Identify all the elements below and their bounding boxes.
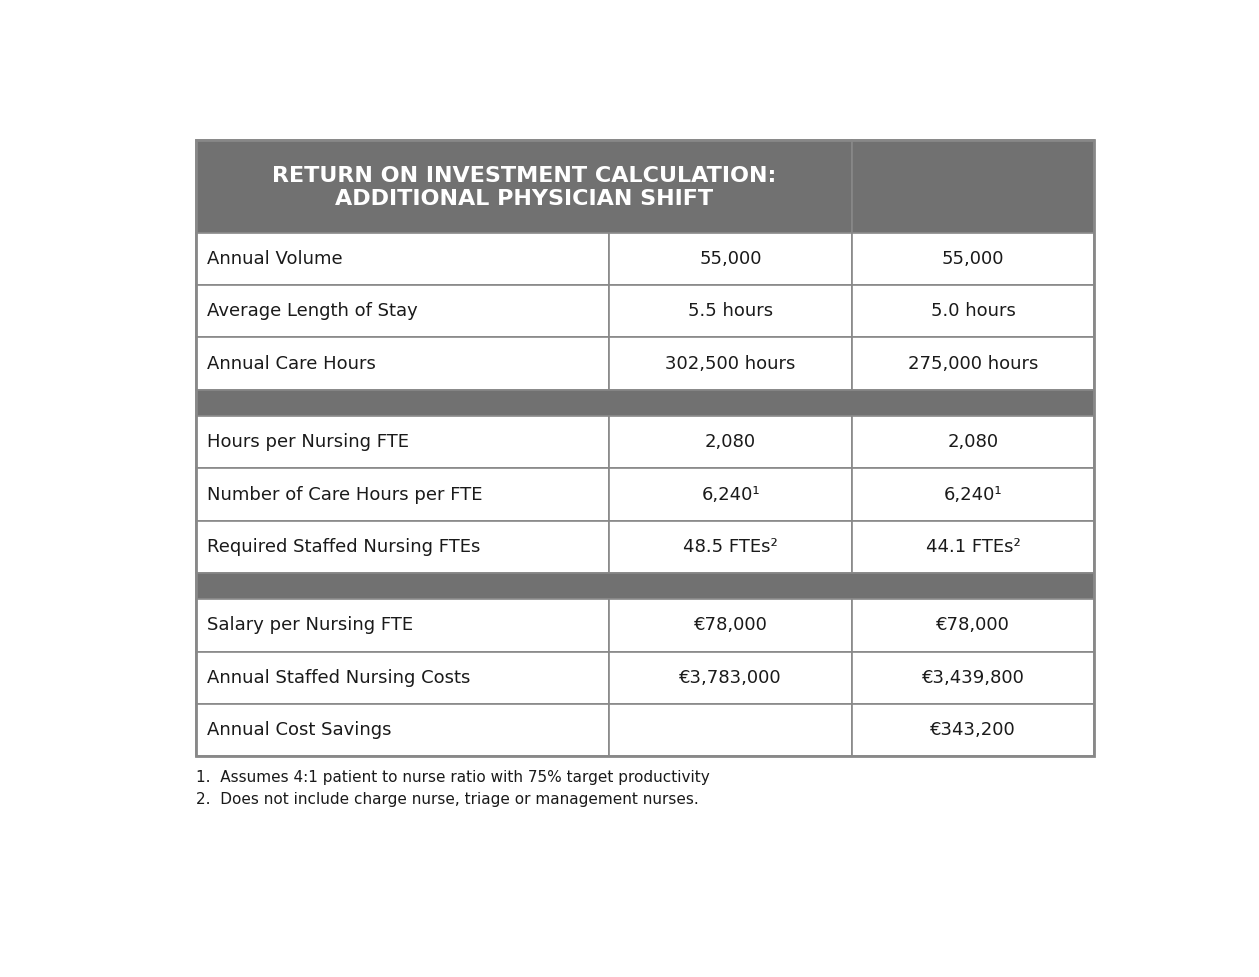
Bar xyxy=(609,599,852,652)
Bar xyxy=(852,704,1094,756)
Text: Salary per Nursing FTE: Salary per Nursing FTE xyxy=(206,616,413,634)
Text: €3,783,000: €3,783,000 xyxy=(680,669,782,687)
Text: 275,000 hours: 275,000 hours xyxy=(908,355,1039,372)
Text: 6,240¹: 6,240¹ xyxy=(701,486,760,503)
Text: 55,000: 55,000 xyxy=(942,250,1005,268)
Bar xyxy=(609,704,852,756)
Bar xyxy=(196,599,609,652)
Bar xyxy=(852,285,1094,337)
Text: 2.  Does not include charge nurse, triage or management nurses.: 2. Does not include charge nurse, triage… xyxy=(196,791,699,807)
Text: €3,439,800: €3,439,800 xyxy=(922,669,1025,687)
Text: €78,000: €78,000 xyxy=(937,616,1010,634)
Bar xyxy=(609,233,852,285)
Text: 6,240¹: 6,240¹ xyxy=(944,486,1002,503)
Text: 55,000: 55,000 xyxy=(699,250,762,268)
Text: Annual Volume: Annual Volume xyxy=(206,250,342,268)
Bar xyxy=(196,468,609,521)
Text: 48.5 FTEs²: 48.5 FTEs² xyxy=(684,538,778,556)
Text: 2,080: 2,080 xyxy=(705,433,757,451)
Text: Average Length of Stay: Average Length of Stay xyxy=(206,302,418,320)
Text: 5.0 hours: 5.0 hours xyxy=(930,302,1016,320)
Bar xyxy=(196,573,1094,599)
Text: 1.  Assumes 4:1 patient to nurse ratio with 75% target productivity: 1. Assumes 4:1 patient to nurse ratio wi… xyxy=(196,770,710,786)
Bar xyxy=(609,652,852,704)
Bar xyxy=(196,704,609,756)
Bar xyxy=(196,390,1094,416)
Bar xyxy=(852,652,1094,704)
Bar xyxy=(196,652,609,704)
Bar xyxy=(852,337,1094,390)
Bar xyxy=(196,233,609,285)
Bar xyxy=(196,285,609,337)
Bar xyxy=(196,416,609,468)
Text: 44.1 FTEs²: 44.1 FTEs² xyxy=(925,538,1021,556)
Text: €78,000: €78,000 xyxy=(694,616,768,634)
Bar xyxy=(609,285,852,337)
Text: €343,200: €343,200 xyxy=(930,721,1016,740)
Bar xyxy=(196,141,852,233)
Bar xyxy=(196,141,1094,756)
Text: ADDITIONAL PHYSICIAN SHIFT: ADDITIONAL PHYSICIAN SHIFT xyxy=(335,190,713,209)
Bar xyxy=(609,337,852,390)
Bar xyxy=(852,416,1094,468)
Text: 2,080: 2,080 xyxy=(948,433,998,451)
Text: RETURN ON INVESTMENT CALCULATION:: RETURN ON INVESTMENT CALCULATION: xyxy=(272,166,776,187)
Bar xyxy=(852,599,1094,652)
Text: Number of Care Hours per FTE: Number of Care Hours per FTE xyxy=(206,486,482,503)
Text: Required Staffed Nursing FTEs: Required Staffed Nursing FTEs xyxy=(206,538,481,556)
Bar xyxy=(609,468,852,521)
Bar xyxy=(609,521,852,573)
Text: Annual Staffed Nursing Costs: Annual Staffed Nursing Costs xyxy=(206,669,471,687)
Bar xyxy=(852,233,1094,285)
Text: 302,500 hours: 302,500 hours xyxy=(665,355,796,372)
Bar xyxy=(609,416,852,468)
Bar xyxy=(196,521,609,573)
Text: Hours per Nursing FTE: Hours per Nursing FTE xyxy=(206,433,409,451)
Bar xyxy=(852,521,1094,573)
Bar xyxy=(852,141,1094,233)
Bar xyxy=(852,468,1094,521)
Text: Annual Cost Savings: Annual Cost Savings xyxy=(206,721,392,740)
Text: 5.5 hours: 5.5 hours xyxy=(687,302,773,320)
Bar xyxy=(196,337,609,390)
Text: Annual Care Hours: Annual Care Hours xyxy=(206,355,376,372)
